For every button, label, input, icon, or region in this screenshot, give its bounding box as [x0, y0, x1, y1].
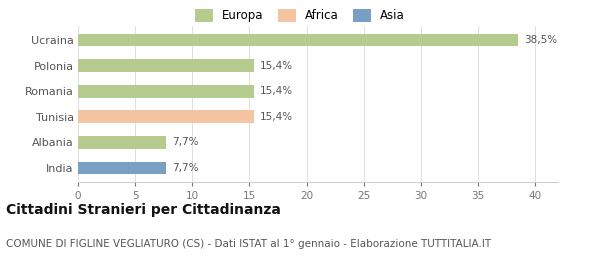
Bar	[78, 136, 166, 149]
Text: 15,4%: 15,4%	[260, 61, 293, 71]
Bar	[78, 34, 518, 47]
Text: 7,7%: 7,7%	[172, 163, 198, 173]
Text: 15,4%: 15,4%	[260, 112, 293, 122]
Text: 15,4%: 15,4%	[260, 86, 293, 96]
Text: 7,7%: 7,7%	[172, 137, 198, 147]
Bar	[78, 161, 166, 174]
Bar	[78, 59, 254, 72]
Text: 38,5%: 38,5%	[524, 35, 557, 45]
Bar	[78, 110, 254, 123]
Text: Cittadini Stranieri per Cittadinanza: Cittadini Stranieri per Cittadinanza	[6, 203, 281, 217]
Legend: Europa, Africa, Asia: Europa, Africa, Asia	[191, 6, 409, 26]
Bar	[78, 85, 254, 98]
Text: COMUNE DI FIGLINE VEGLIATURO (CS) - Dati ISTAT al 1° gennaio - Elaborazione TUTT: COMUNE DI FIGLINE VEGLIATURO (CS) - Dati…	[6, 239, 491, 249]
